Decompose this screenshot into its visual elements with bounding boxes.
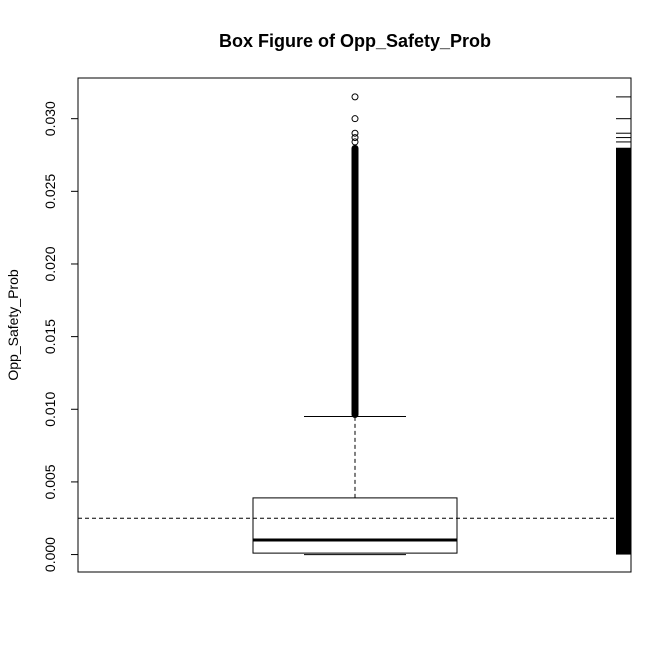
box (252, 497, 458, 554)
y-tick-label: 0.010 (42, 392, 58, 427)
y-tick-label: 0.030 (42, 101, 58, 136)
outlier-point (351, 138, 359, 146)
y-tick-label: 0.015 (42, 319, 58, 354)
chart-title: Box Figure of Opp_Safety_Prob (219, 31, 491, 51)
rug-dense (616, 147, 631, 555)
plot-marks (78, 93, 631, 556)
y-tick-label: 0.020 (42, 246, 58, 281)
outlier-point (351, 134, 359, 142)
outlier-point (351, 115, 359, 123)
outlier-dense-cluster (351, 144, 359, 418)
outlier-point (351, 129, 359, 137)
y-axis: 0.000 0.005 0.010 0.015 0.020 0.025 0.030 (42, 101, 79, 572)
y-tick-label: 0.025 (42, 174, 58, 209)
y-tick-label: 0.000 (42, 537, 58, 572)
outlier-point (351, 93, 359, 101)
y-axis-label: Opp_Safety_Prob (5, 269, 21, 381)
y-tick-label: 0.005 (42, 464, 58, 499)
